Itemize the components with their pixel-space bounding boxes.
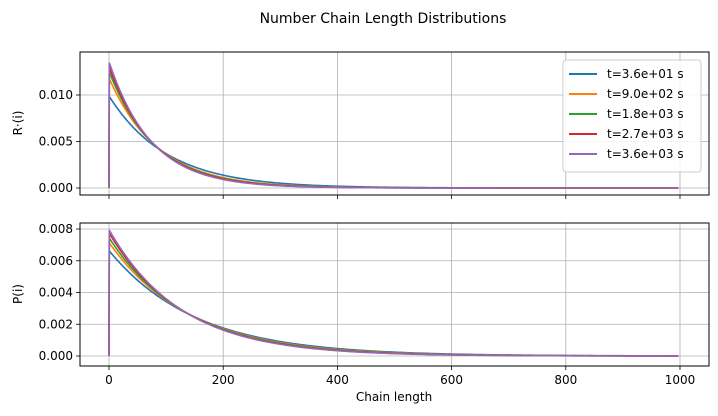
top-y-tick-label: 0.000 [39, 181, 73, 195]
top-y-tick-label: 0.010 [39, 88, 73, 102]
bottom-x-tick-label: 800 [554, 373, 577, 387]
bottom-y-tick-label: 0.002 [39, 317, 73, 331]
bottom-y-tick-label: 0.008 [39, 222, 73, 236]
bottom-y-tick-label: 0.000 [39, 349, 73, 363]
legend-label: t=9.0e+02 s [607, 87, 684, 101]
legend-label: t=3.6e+01 s [607, 67, 684, 81]
bottom-axes-frame [79, 222, 710, 367]
bottom-series-line [108, 250, 679, 357]
bottom-x-tick-label: 400 [326, 373, 349, 387]
bottom-series-lines [108, 229, 679, 357]
top-y-ticks: 0.000 0.005 0.010 [39, 88, 80, 195]
bottom-series-line [108, 242, 679, 357]
bottom-x-tick-label: 200 [212, 373, 235, 387]
bottom-series-line [108, 229, 679, 357]
bottom-y-axis-label: P(i) [11, 284, 25, 304]
bottom-x-axis-label: Chain length [356, 390, 432, 404]
bottom-panel: 0.000 0.002 0.004 0.006 0.008 0 200 400 600 800 1… [11, 222, 710, 404]
top-x-ticks [108, 195, 681, 199]
figure-title: Number Chain Length Distributions [260, 11, 507, 27]
bottom-grid [80, 223, 709, 366]
bottom-x-ticks: 0 200 400 600 800 1000 [105, 366, 695, 387]
top-axes-frame [79, 51, 710, 196]
top-series-lines [108, 62, 679, 189]
bottom-series-line [108, 232, 679, 357]
bottom-x-tick-label: 600 [440, 373, 463, 387]
top-y-tick-label: 0.005 [39, 135, 73, 149]
bottom-y-tick-label: 0.006 [39, 254, 73, 268]
top-y-axis-label: R·(i) [11, 111, 25, 136]
legend-label: t=3.6e+03 s [607, 147, 684, 161]
bottom-x-tick-label: 1000 [665, 373, 696, 387]
bottom-y-ticks: 0.000 0.002 0.004 0.006 0.008 [39, 222, 80, 363]
bottom-y-tick-label: 0.004 [39, 286, 73, 300]
bottom-series-line [108, 237, 679, 357]
bottom-x-tick-label: 0 [105, 373, 113, 387]
top-series-line [108, 62, 679, 189]
legend-box [562, 59, 702, 173]
legend-label: t=1.8e+03 s [607, 107, 684, 121]
top-panel: 0.000 0.005 0.010 R·(i) t=3.6e+01 s t=9.0e+… [11, 51, 710, 199]
legend: t=3.6e+01 s t=9.0e+02 s t=1.8e+03 s t=2.7e+… [562, 59, 702, 173]
legend-label: t=2.7e+03 s [607, 127, 684, 141]
